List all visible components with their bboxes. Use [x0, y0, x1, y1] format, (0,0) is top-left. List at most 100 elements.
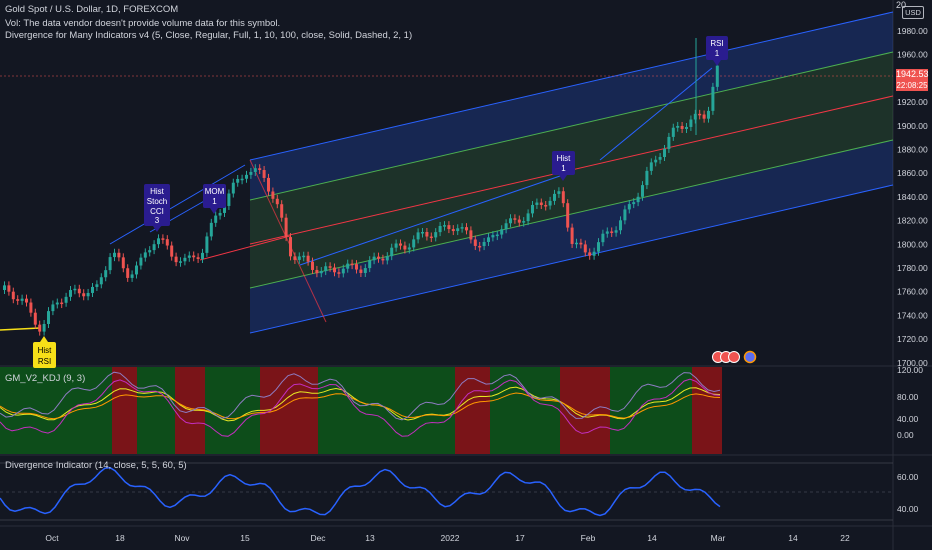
candle-body — [7, 285, 11, 292]
candle-body — [399, 243, 402, 246]
price-axis-label: 1860.00 — [897, 168, 928, 178]
candle-body — [641, 185, 644, 197]
time-axis-label: 15 — [240, 533, 250, 543]
candle-body — [359, 269, 363, 273]
time-axis-label: 22 — [840, 533, 850, 543]
candle-body — [377, 256, 380, 259]
label-rsi-1[interactable]: RSI 1 — [706, 36, 728, 66]
candle-body — [25, 298, 28, 303]
candle-body — [632, 202, 636, 205]
kdj-axis-label: 0.00 — [897, 430, 914, 440]
candle-body — [55, 302, 59, 305]
candle-body — [689, 119, 693, 127]
price-axis-label: 1760.00 — [897, 287, 928, 297]
svg-text:1: 1 — [561, 164, 566, 173]
candle-body — [610, 231, 614, 233]
candle-body — [649, 162, 653, 171]
price-axis-label: 1800.00 — [897, 239, 928, 249]
time-axis-label: Mar — [711, 533, 726, 543]
candle-body — [341, 268, 345, 274]
kdj-zone — [490, 367, 560, 454]
kdj-zone — [112, 367, 137, 454]
candle-body — [597, 242, 600, 252]
candle-body — [663, 148, 666, 158]
candle-body — [711, 86, 715, 111]
candle-body — [209, 222, 213, 237]
candle-body — [346, 263, 350, 269]
candle-body — [284, 217, 288, 238]
candle-body — [95, 284, 99, 287]
candle-body — [148, 250, 152, 253]
candle-body — [487, 237, 490, 242]
price-candles[interactable] — [3, 38, 719, 336]
candle-body — [460, 227, 464, 229]
candle-body — [165, 239, 169, 246]
candle-body — [86, 292, 90, 297]
candle-body — [517, 219, 521, 223]
candle-body — [482, 241, 486, 247]
candle-body — [42, 323, 46, 332]
candle-body — [434, 232, 438, 238]
candle-body — [236, 178, 240, 183]
candle-body — [192, 255, 196, 258]
label-hist-1[interactable]: Hist 1 — [552, 151, 575, 181]
label-hist-rsi[interactable]: Hist RSI — [33, 336, 56, 368]
candle-body — [443, 225, 446, 227]
candle-body — [218, 212, 222, 216]
candle-body — [614, 230, 618, 233]
candle-body — [328, 266, 332, 268]
candle-body — [421, 231, 424, 234]
price-axis-label: 1980.00 — [897, 26, 928, 36]
candle-body — [456, 228, 460, 232]
candle-body — [619, 220, 622, 231]
candle-body — [658, 157, 662, 160]
candle-body — [253, 168, 257, 172]
candle-body — [575, 242, 578, 245]
candle-body — [205, 236, 209, 253]
candle-body — [275, 198, 279, 205]
candle-body — [29, 302, 33, 313]
kdj-zone — [610, 367, 692, 454]
kdj-legend[interactable]: GM_V2_KDJ (9, 3) — [5, 373, 86, 384]
candle-body — [3, 285, 6, 290]
candle-body — [297, 256, 301, 260]
time-axis[interactable]: Oct 18 Nov 15 Dec 13 2022 17 Feb 14 Mar 14 22 — [45, 533, 850, 543]
candle-body — [438, 225, 442, 233]
candle-body — [73, 288, 77, 291]
candle-body — [306, 255, 310, 262]
candle-body — [495, 234, 499, 237]
candle-body — [715, 65, 719, 87]
label-mom[interactable]: MOM 1 — [203, 184, 226, 214]
candle-body — [429, 236, 433, 239]
candle-body — [702, 114, 706, 119]
candle-body — [47, 311, 50, 324]
candle-body — [350, 263, 354, 266]
candle-body — [570, 227, 574, 244]
candle-body — [201, 252, 204, 259]
price-axis-top-partial: 20 — [896, 0, 907, 10]
symbol-title[interactable]: Gold Spot / U.S. Dollar, 1D, FOREXCOM — [5, 4, 179, 15]
economic-event-icons[interactable] — [712, 350, 757, 364]
candle-body — [579, 242, 583, 245]
candle-body — [680, 125, 684, 129]
candle-body — [196, 257, 200, 259]
candle-body — [513, 218, 517, 220]
candle-body — [671, 127, 675, 137]
divergence-indicator-legend[interactable]: Divergence for Many Indicators v4 (5, Cl… — [5, 30, 413, 41]
label-hist-stoch-cci[interactable]: Hist Stoch CCI 3 — [144, 184, 170, 232]
candle-body — [394, 243, 398, 248]
candle-body — [465, 227, 468, 231]
candle-body — [152, 244, 156, 251]
price-axis-label: 1880.00 — [897, 145, 928, 155]
divergence-axis-label: 40.00 — [897, 504, 919, 514]
candle-body — [473, 239, 477, 246]
candle-body — [20, 298, 24, 301]
time-axis-label: 17 — [515, 533, 525, 543]
kdj-background-zones — [0, 367, 722, 454]
candle-body — [583, 244, 587, 253]
currency-button[interactable]: USD — [902, 6, 924, 19]
candle-body — [174, 256, 178, 263]
price-axis-label: 1720.00 — [897, 334, 928, 344]
divergence-pane-legend[interactable]: Divergence Indicator (14, close, 5, 5, 6… — [5, 460, 187, 471]
